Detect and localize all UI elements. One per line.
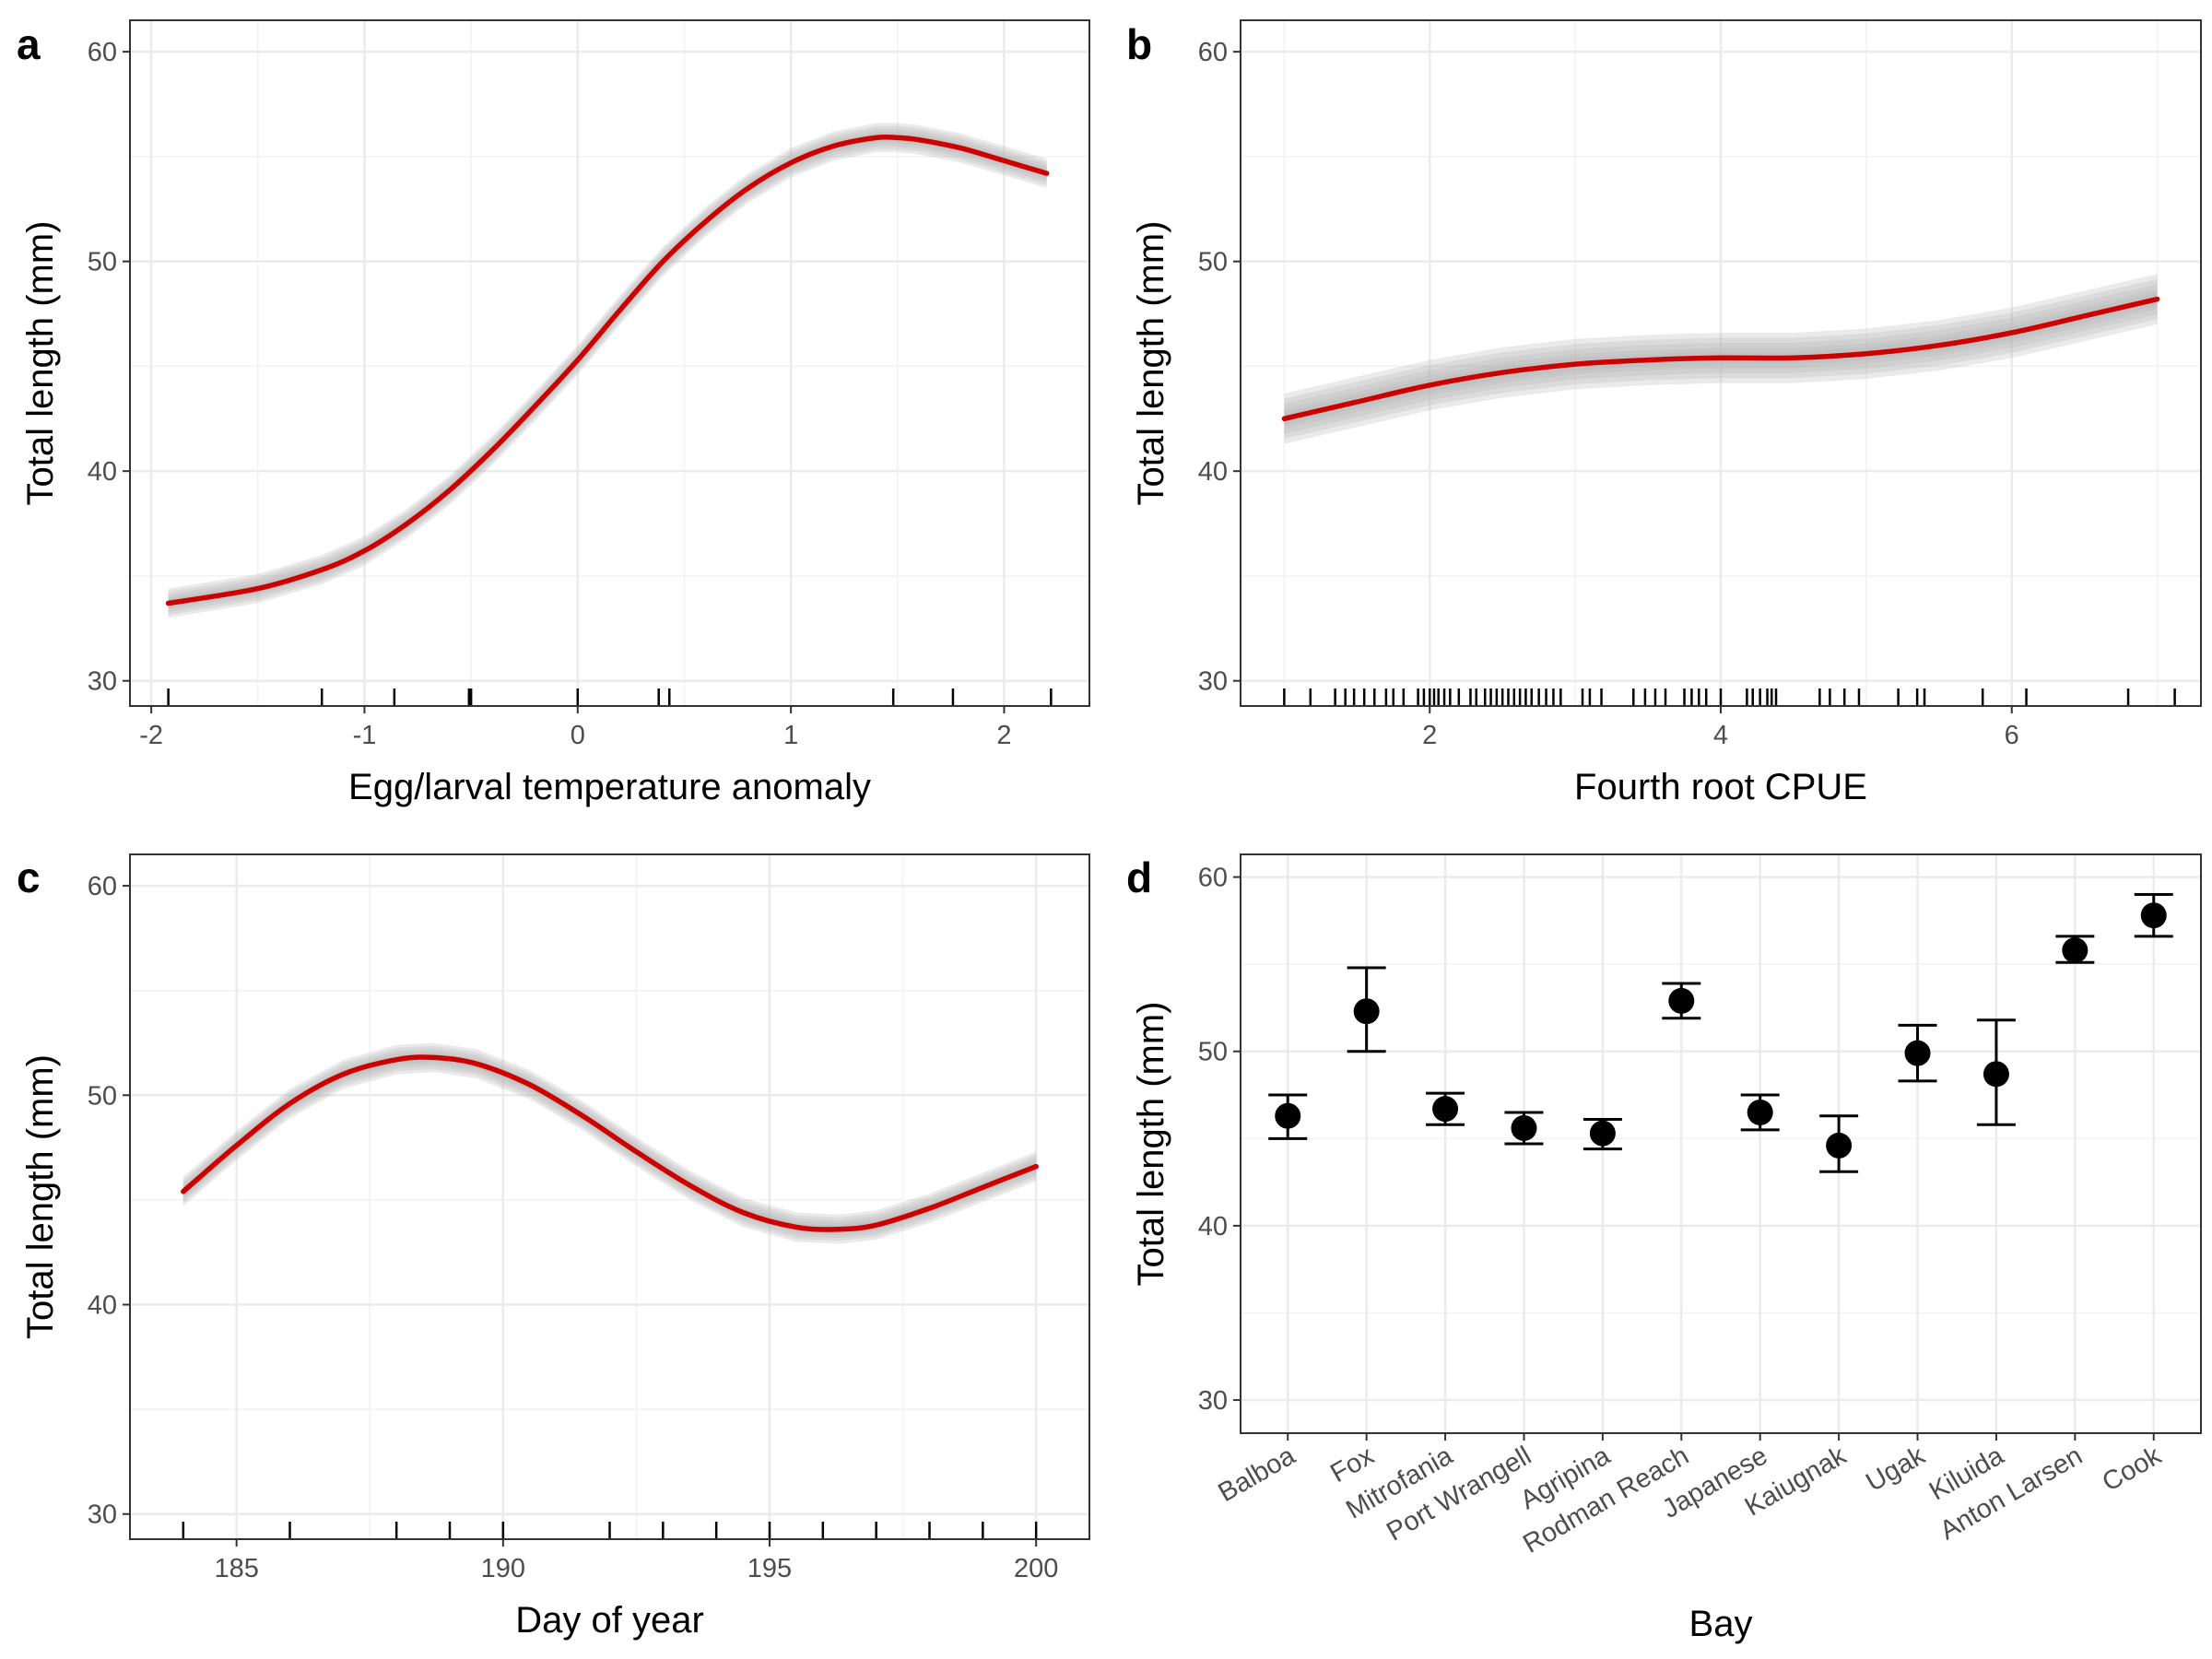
plot-border-d — [1240, 853, 2202, 1434]
plot-border-b — [1240, 19, 2202, 707]
x-tick-label: 2 — [996, 721, 1011, 750]
data-point — [2140, 902, 2167, 929]
panel-a: 30 40 50 60 -2 -1 0 1 2 Egg/larval temperature an… — [20, 19, 1090, 807]
data-point — [1747, 1099, 1773, 1125]
x-axis-title: Day of year — [515, 1600, 704, 1641]
y-tick-label: 30 — [1198, 667, 1228, 697]
plot-border-c — [129, 853, 1090, 1540]
plot-border-a — [129, 19, 1090, 707]
panel-tag-c: c — [17, 853, 41, 901]
x-tick-label: 190 — [481, 1554, 525, 1583]
x-tick-label: 200 — [1014, 1554, 1058, 1583]
y-tick-label: 60 — [88, 872, 117, 901]
y-tick-label: 50 — [1198, 1038, 1228, 1067]
y-axis-title: Total length (mm) — [20, 1054, 61, 1339]
x-tick-label: Cook — [2098, 1441, 2167, 1498]
x-tick-label: Ugak — [1861, 1441, 1930, 1498]
data-layer — [181, 1042, 1039, 1538]
panel-tag-a: a — [17, 20, 41, 68]
data-point — [1668, 987, 1695, 1014]
y-tick-label: 50 — [88, 248, 117, 277]
x-axis-title: Fourth root CPUE — [1574, 767, 1867, 807]
y-tick-label: 60 — [1198, 864, 1228, 893]
x-tick-label: -2 — [139, 721, 163, 750]
panel-tag-d: d — [1126, 853, 1152, 901]
plot-background-c — [130, 854, 1089, 1539]
y-tick-label: 30 — [1198, 1386, 1228, 1416]
data-point — [1511, 1114, 1537, 1141]
y-tick-label: 60 — [1198, 38, 1228, 67]
data-layer — [165, 123, 1053, 705]
y-tick-label: 40 — [1198, 457, 1228, 487]
panel-b: 30 40 50 60 2 4 6 Fourth root CPUE Total length … — [1131, 19, 2202, 807]
y-tick-label: 50 — [88, 1081, 117, 1111]
x-tick-label: 4 — [1713, 721, 1728, 750]
y-tick-label: 60 — [88, 38, 117, 67]
y-tick-label: 30 — [88, 667, 117, 697]
data-point — [1983, 1061, 2009, 1088]
data-layer — [1268, 893, 2173, 1173]
confidence-band — [182, 1045, 1037, 1241]
panel-tag-b: b — [1126, 20, 1152, 68]
data-layer — [1281, 274, 2176, 705]
series-line — [181, 1054, 1039, 1232]
plot-background-d — [1241, 854, 2201, 1433]
x-tick-label: -1 — [353, 721, 377, 750]
y-axis-title: Total length (mm) — [1131, 221, 1171, 506]
data-point — [1353, 998, 1380, 1025]
data-point — [2062, 937, 2088, 964]
y-tick-label: 50 — [1198, 248, 1228, 277]
data-point — [1432, 1096, 1459, 1123]
x-axis-title: Egg/larval temperature anomaly — [348, 767, 871, 807]
plot-background-a — [130, 20, 1089, 706]
series-line — [1281, 296, 2160, 422]
y-tick-label: 30 — [88, 1500, 117, 1530]
x-tick-label: 185 — [214, 1554, 258, 1583]
x-tick-label: 1 — [783, 721, 798, 750]
data-point — [1826, 1132, 1853, 1159]
x-tick-label: 2 — [1422, 721, 1437, 750]
x-tick-label: Balboa — [1214, 1441, 1301, 1508]
y-axis-title: Total length (mm) — [1131, 1002, 1171, 1287]
x-tick-label: 0 — [571, 721, 585, 750]
y-axis-title: Total length (mm) — [20, 221, 61, 506]
x-tick-label: 6 — [2005, 721, 2019, 750]
panel-c: 30 40 50 60 185 190 195 200 Day of year Total len… — [20, 853, 1090, 1641]
series-line — [165, 134, 1050, 606]
confidence-band — [182, 1042, 1037, 1244]
x-axis-title: Bay — [1689, 1604, 1753, 1644]
y-tick-label: 40 — [88, 1291, 117, 1321]
data-point — [1904, 1040, 1931, 1066]
y-tick-label: 40 — [1198, 1212, 1228, 1241]
y-tick-label: 40 — [88, 457, 117, 487]
data-point — [1275, 1102, 1301, 1129]
data-point — [1589, 1120, 1616, 1147]
x-tick-label: 195 — [747, 1554, 792, 1583]
